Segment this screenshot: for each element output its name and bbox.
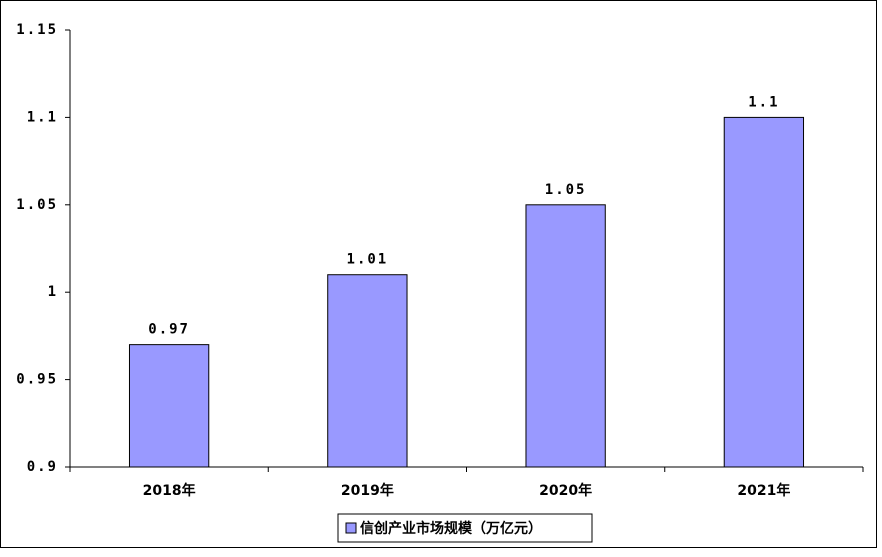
legend-box bbox=[337, 513, 593, 543]
y-tick-label: 1.1 bbox=[27, 109, 58, 125]
y-tick-label: 1 bbox=[48, 284, 58, 300]
data-label: 1.01 bbox=[347, 252, 389, 268]
x-tick-label: 2019年 bbox=[341, 482, 394, 499]
bar bbox=[723, 116, 805, 468]
data-label: 1.05 bbox=[545, 182, 587, 198]
x-tick-label: 2020年 bbox=[539, 482, 592, 499]
data-label: 0.97 bbox=[148, 322, 190, 338]
legend-swatch bbox=[345, 522, 357, 534]
y-tick-label: 1.05 bbox=[16, 197, 58, 213]
bar bbox=[128, 344, 210, 468]
y-tick-label: 0.9 bbox=[27, 459, 58, 475]
y-tick-label: 0.95 bbox=[16, 372, 58, 388]
data-label: 1.1 bbox=[748, 94, 779, 110]
legend-label: 信创产业市场规模（万亿元） bbox=[360, 520, 542, 537]
y-tick-label: 1.15 bbox=[16, 22, 58, 38]
bar bbox=[525, 204, 606, 468]
x-tick-label: 2018年 bbox=[143, 482, 196, 499]
bar bbox=[327, 274, 408, 468]
x-tick-label: 2021年 bbox=[737, 482, 790, 499]
